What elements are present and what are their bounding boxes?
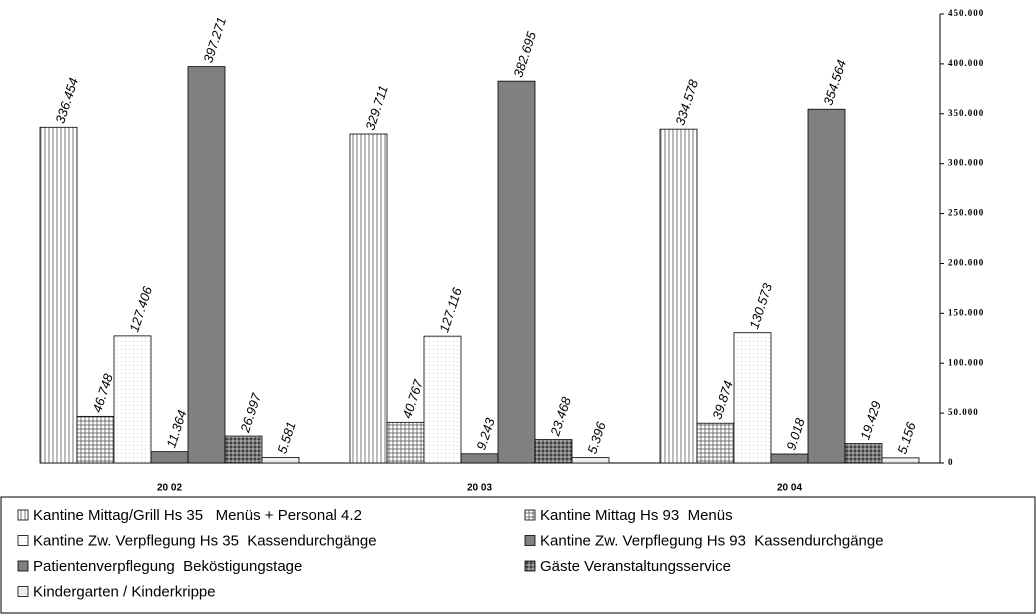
- y-tick-label: 200.000: [948, 258, 984, 268]
- y-tick-label: 150.000: [948, 307, 984, 317]
- bar: [497, 80, 536, 464]
- legend-swatch: [17, 509, 29, 521]
- x-tick-label: 20 02: [157, 483, 182, 494]
- value-label: 382.695: [510, 29, 539, 79]
- legend-swatch: [524, 560, 536, 572]
- bar: [571, 457, 610, 464]
- value-label: 40.767: [399, 377, 426, 420]
- bar: [807, 108, 846, 464]
- value-label: 397.271: [200, 15, 229, 64]
- bar: [770, 453, 809, 464]
- legend-label: Kantine Mittag/Grill Hs 35 Menüs + Perso…: [33, 507, 362, 524]
- value-label: 354.564: [820, 58, 849, 107]
- legend-swatch: [524, 509, 536, 521]
- value-label: 11.364: [163, 408, 189, 450]
- value-label: 334.578: [672, 77, 701, 127]
- legend-label: Gäste Veranstaltungsservice: [540, 558, 731, 575]
- y-tick-label: 50.000: [948, 407, 979, 417]
- bar: [261, 457, 300, 464]
- legend-swatch: [524, 535, 536, 546]
- bar: [349, 133, 388, 464]
- legend-label: Kantine Mittag Hs 93 Menüs: [540, 507, 733, 524]
- y-tick-label: 250.000: [948, 208, 984, 218]
- x-tick-label: 20 03: [467, 483, 492, 494]
- y-tick-label: 350.000: [948, 108, 984, 118]
- legend-swatch: [17, 560, 29, 572]
- legend-box: [0, 496, 1036, 614]
- legend-swatch: [17, 535, 29, 546]
- bar: [39, 126, 78, 464]
- y-tick-label: 100.000: [948, 357, 984, 367]
- bar: [460, 453, 499, 464]
- value-label: 5.156: [894, 420, 919, 456]
- y-tick-label: 450.000: [948, 8, 984, 18]
- value-label: 26.997: [237, 391, 264, 435]
- value-label: 23.468: [547, 394, 574, 438]
- value-label: 130.573: [746, 281, 775, 331]
- bar: [659, 128, 698, 464]
- bar: [534, 439, 573, 464]
- legend-label: Kantine Zw. Verpflegung Hs 93 Kassendurc…: [540, 532, 884, 549]
- legend-label: Kindergarten / Kinderkrippe: [33, 583, 216, 600]
- value-label: 9.243: [473, 415, 498, 451]
- x-tick-label: 20 04: [777, 483, 802, 494]
- bar: [881, 457, 920, 464]
- bar: [150, 451, 189, 464]
- value-label: 39.874: [709, 379, 736, 421]
- y-tick-label: 0: [948, 457, 954, 467]
- bar: [844, 443, 883, 464]
- y-tick-label: 400.000: [948, 58, 984, 68]
- bar: [113, 335, 152, 464]
- bar: [696, 422, 735, 464]
- value-label: 329.711: [362, 84, 390, 132]
- legend-label: Kantine Zw. Verpflegung Hs 35 Kassendurc…: [33, 532, 377, 549]
- bar: [76, 415, 115, 464]
- value-label: 9.018: [783, 416, 808, 452]
- value-label: 336.454: [52, 76, 81, 125]
- value-label: 19.429: [857, 399, 884, 441]
- value-label: 46.748: [89, 371, 116, 414]
- bar: [386, 421, 425, 464]
- value-label: 127.116: [436, 285, 465, 334]
- bar: [224, 435, 263, 464]
- legend-swatch: [17, 586, 29, 597]
- value-label: 5.396: [584, 419, 609, 455]
- bar: [423, 335, 462, 464]
- y-tick-label: 300.000: [948, 158, 984, 168]
- value-label: 127.406: [126, 284, 155, 334]
- bar: [733, 332, 772, 464]
- bar: [187, 66, 226, 464]
- value-label: 5.581: [274, 420, 298, 456]
- legend-label: Patientenverpflegung Beköstigungstage: [33, 558, 302, 575]
